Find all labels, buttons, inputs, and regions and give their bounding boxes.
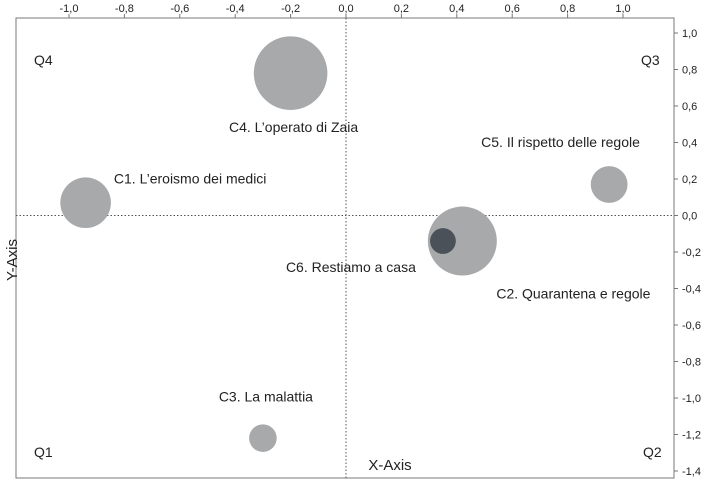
bubble-label-c3: C3. La malattia xyxy=(219,388,313,404)
quadrant-label-q2: Q2 xyxy=(643,444,662,460)
x-tick-label: 0,0 xyxy=(338,3,353,15)
y-tick-label: -1,0 xyxy=(682,393,701,405)
plot-frame xyxy=(15,17,675,479)
x-tick-label: 0,4 xyxy=(449,3,464,15)
x-tick-label: 0,6 xyxy=(505,3,520,15)
x-tick-label: 0,8 xyxy=(560,3,575,15)
bubble-c4 xyxy=(253,36,328,110)
y-tick-label: 0,0 xyxy=(682,211,697,223)
bubble-label-c5: C5. Il rispetto delle regole xyxy=(481,134,640,150)
y-tick-label: -0,4 xyxy=(682,284,701,296)
bubble-c6 xyxy=(430,228,456,254)
y-tick-label: -1,2 xyxy=(682,430,701,442)
x-tick-label: 1,0 xyxy=(615,3,630,15)
y-tick-label: 1,0 xyxy=(682,28,697,40)
x-tick-label: -0,2 xyxy=(281,3,300,15)
y-tick-label: 0,8 xyxy=(682,65,697,77)
y-tick-label: -0,6 xyxy=(682,320,701,332)
bubble-label-c4: C4. L’operato di Zaia xyxy=(229,119,358,135)
bubble-label-c1: C1. L’eroismo dei medici xyxy=(114,171,267,187)
bubble-c3 xyxy=(249,424,277,452)
quadrant-label-q4: Q4 xyxy=(34,52,53,68)
x-tick-label: -0,4 xyxy=(226,3,245,15)
y-tick-label: 0,4 xyxy=(682,138,697,150)
bubble-c1 xyxy=(60,177,111,229)
y-tick-label: -0,8 xyxy=(682,357,701,369)
bubble-c2 xyxy=(427,206,497,276)
bubble-label-c2: C2. Quarantena e regole xyxy=(496,286,650,302)
y-tick-label: -1,4 xyxy=(682,466,701,478)
x-tick-label: -0,6 xyxy=(170,3,189,15)
quadrant-label-q1: Q1 xyxy=(34,444,53,460)
y-axis-title: Y-Axis xyxy=(4,239,21,281)
y-tick-label: -0,2 xyxy=(682,247,701,259)
quadrant-label-q3: Q3 xyxy=(641,52,660,68)
x-axis-title: X-Axis xyxy=(368,457,411,474)
x-tick-label: -0,8 xyxy=(115,3,134,15)
y-tick-label: 0,2 xyxy=(682,174,697,186)
bubble-label-c6: C6. Restiamo a casa xyxy=(286,259,416,275)
y-tick-label: 0,6 xyxy=(682,101,697,113)
x-tick-label: -1,0 xyxy=(60,3,79,15)
bubble-c5 xyxy=(590,166,628,203)
x-tick-label: 0,2 xyxy=(394,3,409,15)
